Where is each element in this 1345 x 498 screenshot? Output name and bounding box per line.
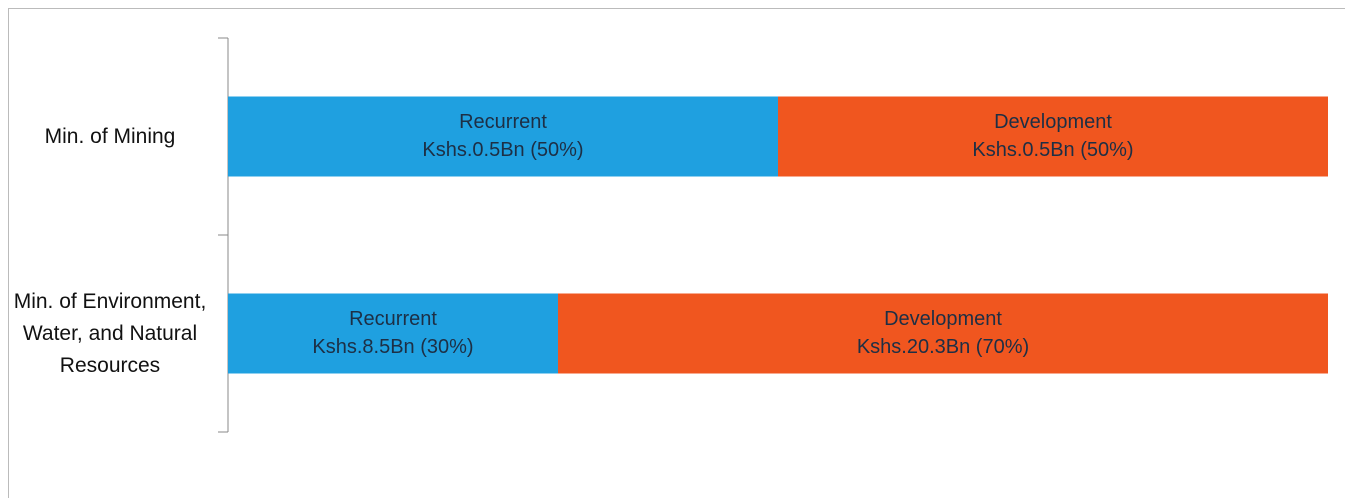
segment-value-label: Kshs.0.5Bn (50%) — [422, 139, 583, 161]
category-label: Min. of Environment, Water, and Natural … — [13, 289, 207, 377]
segment-value-label: Kshs.20.3Bn (70%) — [857, 336, 1029, 358]
frame — [8, 8, 1345, 498]
segment-value-label: Kshs.0.5Bn (50%) — [972, 139, 1133, 161]
bar-segment — [778, 96, 1328, 177]
category-label: Min. of Mining — [44, 124, 176, 148]
bar-segment — [228, 293, 558, 374]
segment-series-label: Recurrent — [349, 308, 437, 330]
segment-value-label: Kshs.8.5Bn (30%) — [312, 336, 473, 358]
bar-segment — [558, 293, 1328, 374]
segment-series-label: Development — [994, 111, 1112, 133]
segment-series-label: Recurrent — [459, 111, 547, 133]
bar-segment — [228, 96, 778, 177]
segment-series-label: Development — [884, 308, 1002, 330]
